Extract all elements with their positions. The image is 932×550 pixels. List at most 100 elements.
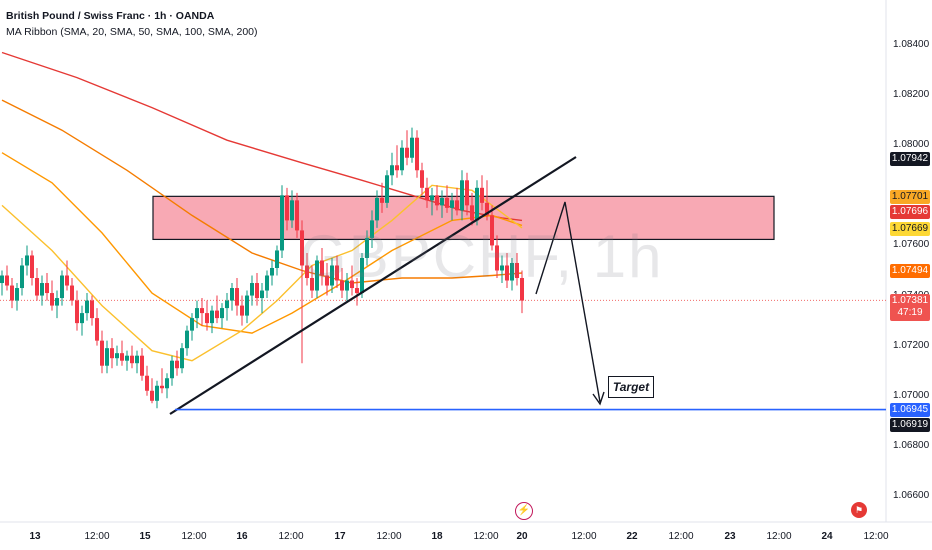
candle-body (420, 170, 424, 188)
candle-body (25, 255, 29, 266)
y-tick-label: 1.08000 (893, 139, 930, 151)
candle-body (150, 390, 154, 401)
candle-body (350, 280, 354, 289)
x-tick-label: 12:00 (376, 531, 402, 542)
y-tick-label: 1.08200 (893, 89, 930, 101)
flag-icon[interactable]: ⚑ (851, 502, 867, 518)
candle-body (40, 283, 44, 296)
candle-body (110, 348, 114, 359)
candle-body (310, 278, 314, 291)
price-label: 1.06919 (890, 418, 930, 432)
candle-body (155, 385, 159, 401)
candle-body (325, 275, 329, 286)
candle-body (125, 355, 129, 361)
candle-body (60, 275, 64, 299)
symbol-watermark: GBPCHF, 1h (300, 223, 664, 290)
x-tick-label: 12:00 (668, 531, 694, 542)
candle-body (205, 313, 209, 324)
candle-body (345, 280, 349, 291)
candle-body (300, 230, 304, 266)
candle-body (515, 262, 519, 279)
candle-body (55, 298, 59, 306)
candle-body (215, 310, 219, 319)
candle-body (65, 275, 69, 286)
candle-body (15, 288, 19, 301)
x-tick-label: 12:00 (181, 531, 207, 542)
price-label: 1.07696 (890, 205, 930, 219)
candle-body (120, 353, 124, 361)
candle-body (305, 265, 309, 279)
candle-body (180, 348, 184, 369)
y-tick-label: 1.08400 (893, 39, 930, 50)
chart-title: British Pound / Swiss Franc · 1h · OANDA (6, 10, 215, 22)
lightning-icon[interactable]: ⚡ (515, 502, 533, 520)
candle-body (265, 275, 269, 291)
x-tick-label: 17 (334, 531, 346, 542)
x-tick-label: 12:00 (766, 531, 792, 542)
sma50-line (1, 152, 523, 334)
price-label: 1.06945 (890, 403, 930, 417)
sma20-line (1, 184, 523, 362)
x-tick-label: 12:00 (278, 531, 304, 542)
candle-body (185, 330, 189, 349)
candle-body (140, 355, 144, 376)
projection-arrowhead (592, 391, 605, 406)
candle-body (280, 195, 284, 251)
projection-path (535, 201, 601, 403)
candle-body (385, 175, 389, 203)
candle-body (230, 288, 234, 301)
price-label: 1.07942 (890, 152, 930, 166)
candle-body (30, 255, 34, 279)
x-tick-label: 22 (626, 531, 638, 542)
candle-body (485, 202, 489, 216)
candle-body (100, 340, 104, 366)
x-tick-label: 20 (516, 531, 528, 542)
candle-body (405, 147, 409, 158)
candle-body (415, 137, 419, 171)
candle-body (360, 257, 364, 294)
candle-body (440, 197, 444, 206)
candle-body (455, 200, 459, 211)
candle-body (460, 180, 464, 211)
y-tick-label: 1.07600 (893, 239, 930, 251)
price-label: 1.07381 47:19 (890, 294, 930, 321)
candle-body (425, 187, 429, 201)
sma200-line (1, 51, 523, 222)
candle-body (480, 187, 484, 203)
candle-body (95, 318, 99, 341)
candle-body (0, 275, 4, 284)
candle-body (470, 205, 474, 221)
candle-body (520, 278, 524, 301)
candle-body (20, 265, 24, 289)
candle-body (260, 290, 264, 299)
candle-body (320, 260, 324, 276)
price-label: 1.07701 (890, 190, 930, 204)
candle-body (465, 180, 469, 206)
candle-body (295, 200, 299, 231)
y-tick-label: 1.07200 (893, 339, 930, 351)
candle-body (330, 265, 334, 286)
candle-body (435, 195, 439, 206)
candle-body (80, 313, 84, 324)
candle-body (355, 288, 359, 294)
candle-body (445, 197, 449, 208)
candle-body (175, 360, 179, 369)
candle-body (160, 385, 164, 389)
candle-body (225, 300, 229, 309)
candle-body (165, 378, 169, 389)
price-label: 1.07494 (890, 264, 930, 278)
candle-body (195, 308, 199, 319)
candle-body (245, 295, 249, 316)
candle-body (495, 245, 499, 271)
candle-body (505, 265, 509, 281)
target-label: Target (608, 376, 654, 398)
candle-body (45, 283, 49, 294)
candle-body (490, 215, 494, 246)
candle-body (220, 308, 224, 319)
candle-body (450, 200, 454, 208)
candle-body (275, 250, 279, 268)
candle-body (170, 360, 174, 379)
candle-body (75, 300, 79, 324)
candle-body (365, 237, 369, 258)
